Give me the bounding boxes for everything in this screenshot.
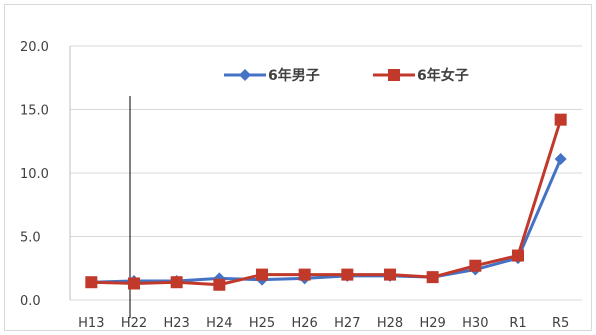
legend-label-0: 6年男子 <box>268 67 320 84</box>
series-line-1 <box>91 119 563 287</box>
data-point-square <box>213 278 226 291</box>
data-point-square <box>298 268 311 281</box>
data-point-square <box>469 259 482 272</box>
y-tick-label: 5.0 <box>20 231 41 246</box>
x-tick-label: H28 <box>377 316 403 331</box>
y-tick-label: 15.0 <box>20 104 49 119</box>
x-tick-label: H30 <box>462 316 488 331</box>
x-tick-label: R1 <box>509 316 526 331</box>
data-point-square <box>384 268 396 281</box>
x-tick-label: H22 <box>121 316 147 331</box>
x-tick-label: H29 <box>420 316 446 331</box>
x-tick-label: H24 <box>206 316 232 331</box>
legend-marker-diamond <box>239 69 251 81</box>
data-point-square <box>85 276 98 289</box>
x-tick-label: H26 <box>292 316 318 331</box>
x-axis-ticks: H13 H22 H23 H24 H25 H26 H27 H28 H29 H30 R1 R5 <box>78 316 569 331</box>
data-point-square <box>341 268 354 281</box>
gridlines <box>69 45 582 301</box>
y-axis-ticks: 0.0 5.0 10.0 15.0 20.0 <box>20 40 49 309</box>
data-point-square <box>128 277 140 290</box>
legend-label-1: 6年女子 <box>417 67 469 84</box>
data-point-square <box>426 271 439 284</box>
data-point-square <box>512 249 524 262</box>
data-point-square <box>256 268 268 281</box>
legend: 6年男子 6年女子 <box>224 67 469 84</box>
data-point-square <box>554 113 567 126</box>
x-tick-label: H27 <box>334 316 360 331</box>
y-tick-label: 10.0 <box>20 167 49 182</box>
data-point-diamond <box>554 153 567 166</box>
series-line-0 <box>91 158 563 284</box>
y-tick-label: 0.0 <box>20 294 41 309</box>
x-tick-label: H23 <box>164 316 190 331</box>
legend-marker-square <box>388 69 400 81</box>
x-tick-label: H25 <box>249 316 275 331</box>
x-tick-label: H13 <box>78 316 104 331</box>
x-tick-label: R5 <box>552 316 569 331</box>
y-tick-label: 20.0 <box>20 40 49 55</box>
chart-frame <box>4 4 592 331</box>
data-point-square <box>170 276 183 289</box>
series-group <box>85 113 567 291</box>
